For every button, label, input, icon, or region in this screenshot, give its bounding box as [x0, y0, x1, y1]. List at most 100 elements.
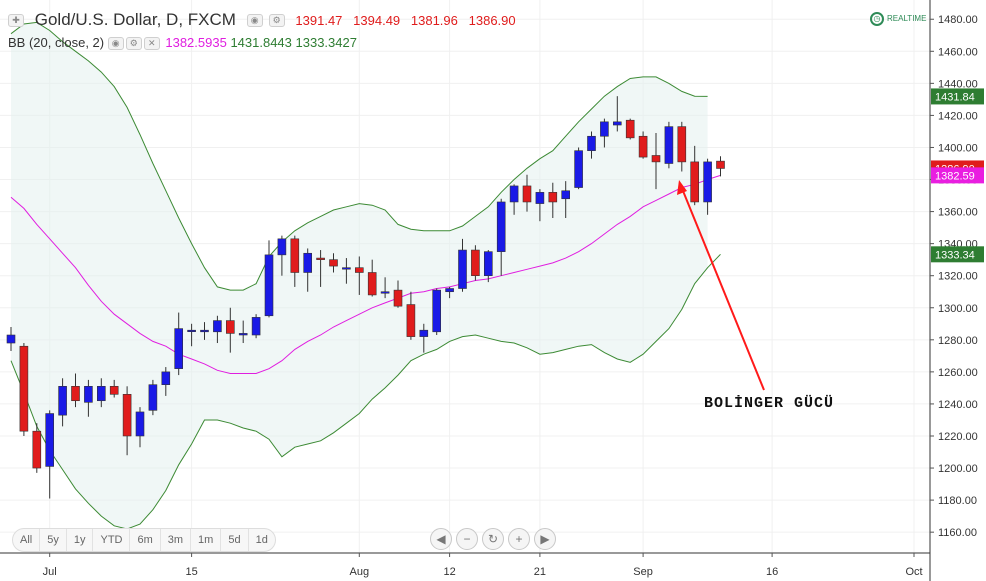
candle-body	[522, 185, 532, 203]
close-value: 1386.90	[468, 13, 516, 28]
time-tick-label: 12	[443, 566, 455, 578]
range-3m-button[interactable]: 3m	[161, 529, 192, 551]
price-label-text: 1431.84	[935, 91, 975, 103]
candle-body	[587, 135, 596, 151]
price-tick-label: 1460.00	[938, 46, 978, 58]
candle-body	[342, 267, 351, 270]
candle-body	[316, 257, 325, 260]
price-label-text: 1333.34	[935, 249, 975, 261]
price-tick-label: 1200.00	[938, 463, 978, 475]
candle-up	[148, 379, 158, 416]
candle-body	[458, 249, 467, 289]
zoom-out-button[interactable]: −	[456, 528, 478, 550]
candle-body	[612, 121, 622, 126]
scroll-left-button[interactable]: ◀	[430, 528, 452, 550]
visibility-icon[interactable]: ◉	[246, 14, 263, 28]
range-5y-button[interactable]: 5y	[40, 529, 67, 551]
zoom-in-button[interactable]: +	[508, 528, 530, 550]
candle-body	[174, 328, 183, 369]
drag-handle-icon[interactable]: ✚	[8, 14, 24, 28]
candle-up	[380, 277, 390, 299]
date-range-selector: All 5y 1y YTD 6m 3m 1m 5d 1d	[12, 528, 276, 552]
candle-up	[703, 158, 712, 215]
candle-up	[174, 312, 183, 376]
candle-down	[716, 156, 725, 177]
candle-down	[316, 250, 325, 287]
candle-body	[84, 385, 93, 403]
candle-up	[342, 258, 351, 284]
candle-up	[587, 131, 596, 159]
indicator-visibility-icon[interactable]: ◉	[107, 37, 124, 51]
time-tick-label: Sep	[633, 566, 653, 578]
candle-down	[651, 133, 661, 190]
candle-body	[664, 126, 674, 164]
candle-up	[45, 410, 55, 499]
price-label-box	[931, 88, 984, 105]
reset-chart-button[interactable]: ↻	[482, 528, 504, 550]
candle-body	[161, 371, 171, 385]
range-5d-button[interactable]: 5d	[221, 529, 249, 551]
candle-up	[574, 147, 583, 190]
candle-body	[471, 249, 480, 276]
range-1m-button[interactable]: 1m	[191, 529, 222, 551]
candle-body	[45, 413, 55, 467]
candle-body	[561, 190, 571, 200]
candle-down	[122, 386, 132, 456]
time-tick-label: Aug	[350, 566, 370, 578]
indicator-label: BB (20, close, 2)	[8, 35, 105, 50]
candle-down	[522, 174, 532, 212]
range-ytd-button[interactable]: YTD	[93, 529, 131, 551]
candle-body	[354, 267, 364, 273]
indicator-close-icon[interactable]: ✕	[143, 37, 160, 51]
range-6m-button[interactable]: 6m	[130, 529, 161, 551]
candle-body	[187, 329, 196, 332]
price-label-box	[931, 167, 984, 184]
candle-up	[483, 250, 493, 283]
candle-up	[187, 323, 196, 347]
candle-down	[226, 307, 235, 353]
candle-up	[135, 407, 145, 448]
scroll-right-button[interactable]: ▶	[534, 528, 556, 550]
price-tick-label: 1260.00	[938, 367, 978, 379]
candle-body	[148, 384, 158, 411]
indicator-settings-icon[interactable]: ⚙	[125, 37, 142, 51]
candle-up	[600, 118, 609, 148]
price-tick-label: 1240.00	[938, 399, 978, 411]
bollinger-basis-line	[10, 174, 721, 374]
candle-body	[135, 411, 145, 437]
price-tick-label: 1160.00	[938, 527, 977, 539]
realtime-clock-icon: ◷	[870, 12, 884, 26]
candle-body	[71, 385, 80, 402]
candle-down	[290, 235, 300, 287]
candle-body	[213, 320, 222, 333]
price-tick-label: 1440.00	[938, 78, 978, 90]
candle-body	[329, 259, 338, 267]
candle-body	[638, 135, 648, 158]
price-tick-label: 1320.00	[938, 271, 978, 283]
time-axis[interactable]: Jul 15 Aug 12 21 Sep 16 Oct	[43, 553, 923, 578]
price-axis[interactable]: 1160.00 1180.00 1200.00 1220.00 1240.00 1260.…	[930, 14, 978, 539]
price-tick-label: 1420.00	[938, 110, 978, 122]
annotation-arrow	[677, 180, 765, 391]
candle-body	[303, 252, 313, 273]
candle-body	[703, 161, 712, 203]
time-tick-label: Oct	[905, 566, 922, 578]
candle-body	[200, 329, 209, 333]
candle-up	[161, 367, 171, 396]
candle-body	[109, 385, 119, 395]
candle-down	[638, 131, 648, 159]
candle-up	[303, 248, 313, 292]
settings-icon[interactable]: ⚙	[268, 14, 285, 28]
bb-upper-value: 1431.8443	[230, 35, 292, 50]
candle-up	[664, 121, 674, 169]
candle-body	[238, 333, 248, 336]
candle-down	[406, 291, 416, 340]
range-1y-button[interactable]: 1y	[67, 529, 94, 551]
candle-body	[716, 160, 725, 169]
range-1d-button[interactable]: 1d	[255, 534, 268, 546]
candle-up	[496, 198, 506, 276]
range-all-button[interactable]: All	[13, 529, 41, 551]
candle-body	[251, 317, 261, 336]
bb-lower-value: 1333.3427	[295, 35, 357, 50]
